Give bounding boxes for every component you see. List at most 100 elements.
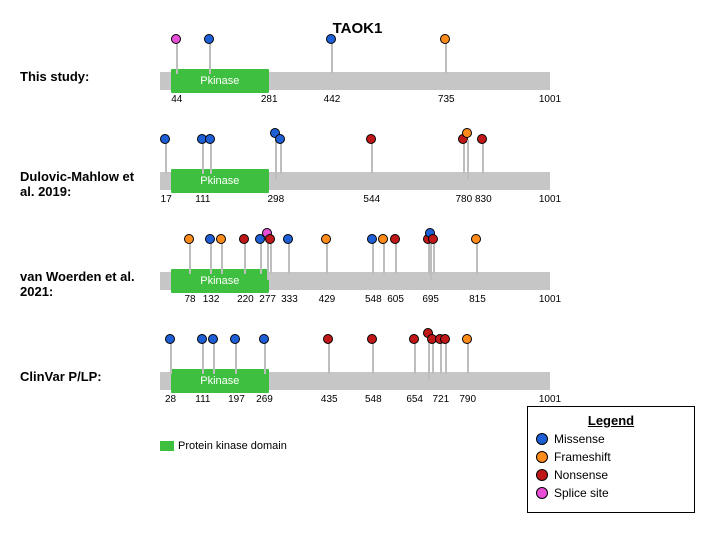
lollipop-stem bbox=[467, 140, 469, 180]
lollipop-stem bbox=[383, 240, 385, 274]
legend-item: Frameshift bbox=[536, 450, 686, 464]
axis-tick-label: 780 bbox=[455, 194, 472, 205]
domain-swatch bbox=[160, 441, 174, 451]
lollipop-stem bbox=[331, 40, 333, 74]
kinase-domain: Pkinase bbox=[171, 269, 270, 293]
variant-lollipop bbox=[395, 240, 397, 274]
axis-tick-label: 197 bbox=[228, 394, 245, 405]
variant-lollipop bbox=[213, 340, 215, 374]
variant-lollipop bbox=[328, 340, 330, 374]
lollipop-stem bbox=[267, 240, 269, 280]
axis-tick-label: 17 bbox=[161, 194, 172, 205]
lollipop-head-icon bbox=[230, 334, 240, 344]
variant-lollipop bbox=[440, 340, 442, 374]
axis-tick-label: 1001 bbox=[539, 294, 561, 305]
variant-lollipop bbox=[445, 40, 447, 74]
lollipop-stem bbox=[372, 340, 374, 374]
variant-lollipop bbox=[482, 140, 484, 174]
lollipop-head-icon bbox=[326, 34, 336, 44]
track-label: van Woerden et al. 2021: bbox=[20, 270, 150, 300]
lollipop-head-icon bbox=[205, 134, 215, 144]
lollipop-stem bbox=[280, 140, 282, 174]
lollipop-stem bbox=[482, 140, 484, 174]
lollipop-stem bbox=[395, 240, 397, 274]
variant-lollipop bbox=[372, 240, 374, 274]
variant-lollipop bbox=[270, 240, 272, 274]
variant-lollipop bbox=[170, 340, 172, 374]
lollipop-head-icon bbox=[239, 234, 249, 244]
lollipop-head-icon bbox=[265, 234, 275, 244]
axis-tick-label: 269 bbox=[256, 394, 273, 405]
legend-box: Legend MissenseFrameshiftNonsenseSplice … bbox=[527, 406, 695, 513]
lollipop-head-icon bbox=[428, 234, 438, 244]
variant-lollipop bbox=[275, 140, 277, 180]
variant-lollipop bbox=[331, 40, 333, 74]
axis-tick-label: 435 bbox=[321, 394, 338, 405]
track-label: This study: bbox=[20, 70, 150, 85]
axis-tick-label: 429 bbox=[319, 294, 336, 305]
domain-legend-label: Protein kinase domain bbox=[178, 440, 287, 452]
axis-tick-label: 78 bbox=[184, 294, 195, 305]
taok1-figure: TAOK1 This study:Pkinase442814427351001D… bbox=[20, 20, 695, 513]
lollipop-head-icon bbox=[462, 128, 472, 138]
lollipop-head-icon bbox=[462, 334, 472, 344]
lollipop-head-icon bbox=[323, 334, 333, 344]
variant-lollipop bbox=[326, 240, 328, 274]
lollipop-stem bbox=[430, 240, 432, 280]
legend-item: Missense bbox=[536, 432, 686, 446]
axis-tick-label: 735 bbox=[438, 94, 455, 105]
variant-lollipop bbox=[371, 140, 373, 174]
lollipop-stem bbox=[476, 240, 478, 274]
lollipop-stem bbox=[202, 140, 204, 174]
legend-swatch-icon bbox=[536, 433, 548, 445]
lollipop-head-icon bbox=[390, 234, 400, 244]
variant-lollipop bbox=[209, 40, 211, 74]
variant-lollipop bbox=[467, 340, 469, 374]
track-label: ClinVar P/LP: bbox=[20, 370, 150, 385]
variant-lollipop bbox=[445, 340, 447, 374]
lollipop-stem bbox=[210, 140, 212, 174]
lollipop-stem bbox=[170, 340, 172, 374]
axis-tick-label: 548 bbox=[365, 394, 382, 405]
variant-lollipop bbox=[433, 240, 435, 274]
lollipop-head-icon bbox=[367, 234, 377, 244]
lollipop-stem bbox=[189, 240, 191, 274]
lollipop-stem bbox=[440, 340, 442, 374]
lollipop-stem bbox=[288, 240, 290, 274]
domain-legend: Protein kinase domain bbox=[160, 440, 287, 452]
axis-tick-label: 544 bbox=[363, 194, 380, 205]
variant-lollipop bbox=[463, 140, 465, 174]
kinase-domain: Pkinase bbox=[171, 169, 270, 193]
lollipop-stem bbox=[275, 140, 277, 180]
variant-lollipop bbox=[383, 240, 385, 274]
lollipop-stem bbox=[328, 340, 330, 374]
variant-lollipop bbox=[467, 140, 469, 180]
variant-lollipop bbox=[267, 240, 269, 280]
lollipop-stem bbox=[371, 140, 373, 174]
variant-lollipop bbox=[432, 340, 434, 374]
lollipop-stem bbox=[270, 240, 272, 274]
axis-tick-label: 605 bbox=[387, 294, 404, 305]
lollipop-stem bbox=[463, 140, 465, 174]
lollipop-head-icon bbox=[259, 334, 269, 344]
axis-tick-label: 721 bbox=[432, 394, 449, 405]
axis-tick-label: 442 bbox=[324, 94, 341, 105]
lollipop-stem bbox=[210, 240, 212, 274]
lollipop-head-icon bbox=[366, 134, 376, 144]
lollipop-stem bbox=[432, 340, 434, 374]
legend-item-label: Splice site bbox=[554, 486, 609, 500]
lollipop-head-icon bbox=[204, 34, 214, 44]
protein-track: Pkinase171112985447808301001 bbox=[160, 140, 550, 220]
lollipop-stem bbox=[372, 240, 374, 274]
lollipop-head-icon bbox=[440, 34, 450, 44]
legend-swatch-icon bbox=[536, 487, 548, 499]
axis-tick-label: 132 bbox=[203, 294, 220, 305]
legend-swatch-icon bbox=[536, 469, 548, 481]
axis-tick-label: 695 bbox=[422, 294, 439, 305]
legend-item-label: Missense bbox=[554, 432, 605, 446]
lollipop-head-icon bbox=[440, 334, 450, 344]
legend-item: Splice site bbox=[536, 486, 686, 500]
legend-item: Nonsense bbox=[536, 468, 686, 482]
lollipop-head-icon bbox=[216, 234, 226, 244]
lollipop-head-icon bbox=[283, 234, 293, 244]
